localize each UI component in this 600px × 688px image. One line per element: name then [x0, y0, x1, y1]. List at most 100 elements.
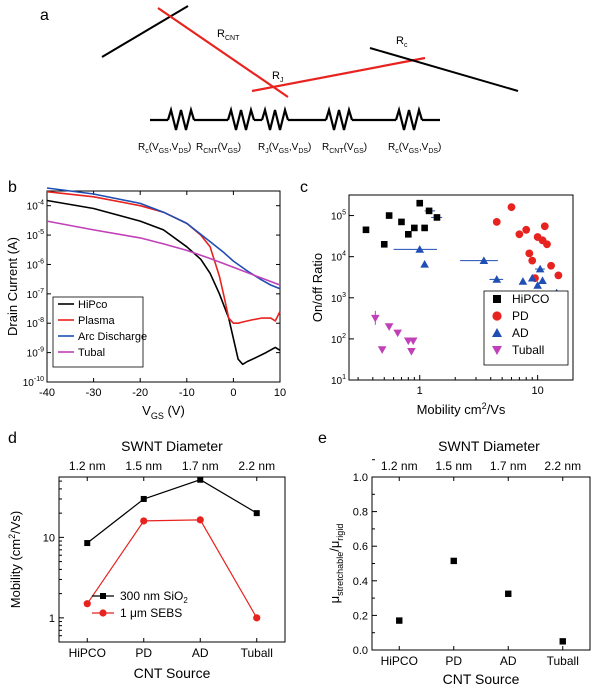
top-tick-label: 2.2 nm [544, 459, 581, 473]
legend-label: 1 μm SEBS [120, 606, 182, 620]
x-tick-label: 10 [274, 387, 286, 399]
series-line [86, 479, 258, 544]
point-pd [547, 261, 555, 270]
plot-frame [371, 476, 591, 651]
chart-title: SWNT Diameter [121, 438, 223, 454]
point-pd [554, 271, 563, 280]
chart-d-mobility: 1 10 HiPCO 1.2 nm PD 1.5 nm AD 1.7 nm Tuball 2.2 … [7, 438, 286, 681]
point-hipco [416, 199, 424, 207]
point-pd [528, 256, 537, 265]
point-pd [540, 222, 549, 231]
point [196, 516, 204, 524]
y-tick-label: 10-8 [27, 317, 44, 330]
point-pd [507, 203, 516, 212]
y-axis-title: On/off Ratio [310, 253, 325, 322]
y-tick-label: 0.0 [353, 645, 368, 657]
point [83, 600, 91, 608]
panel-letter-c: c [300, 179, 308, 196]
plot-frame [348, 194, 574, 381]
chart-e-mobility-ratio: 0.0 0.2 0.4 0.6 0.8 1.0 HiPCO 1.2 nm PD 1.5 nm AD 1… [327, 438, 591, 687]
point-ad [527, 273, 537, 282]
point-tuball [407, 347, 416, 356]
x-tick-label: PD [135, 646, 152, 660]
point-hipco [411, 224, 418, 232]
point-tuball [377, 346, 387, 354]
y-tick-label: 1 [49, 613, 55, 625]
chart-b-drain-current: -40 -30 -20 -10 0 10 10-4 10-5 10-6 10-7 10-8 10-9 1… [5, 187, 286, 421]
x-axis-title: VGS (V) [142, 403, 185, 421]
label-rcnt-right: RCNT(VGS) [322, 142, 367, 155]
legend-label: AD [512, 326, 529, 340]
legend-label: Arc Discharge [78, 331, 147, 343]
point-hipco [362, 226, 370, 234]
point [253, 510, 260, 517]
point-tuball [371, 314, 380, 323]
top-tick-label: 1.7 nm [490, 459, 527, 473]
label-rj-tube: RJ [272, 70, 283, 84]
x-tick-label: Tuball [241, 646, 273, 660]
point-hipco [398, 218, 405, 226]
label-rj: RJ(VGS,VDS) [258, 142, 311, 155]
label-rc-left: Rc(VGS,VDS) [138, 142, 191, 155]
y-tick-label: 10-9 [27, 347, 44, 360]
x-tick-label: AD [500, 654, 517, 668]
panel-letter-a: a [40, 7, 49, 24]
x-tick-label: 10 [532, 385, 544, 397]
y-axis-title: μstretchable/μrigid [327, 524, 345, 604]
legend-box [52, 296, 144, 368]
y-tick-label: 10-4 [27, 200, 44, 213]
point-ad [535, 264, 545, 273]
label-rcnt-left: RCNT(VGS) [196, 142, 241, 155]
y-tick-label: 10-5 [27, 229, 44, 242]
y-tick-label: 10-7 [27, 288, 44, 301]
point-pd [543, 240, 551, 249]
x-axis-title: CNT Source [443, 671, 520, 687]
y-tick-label: 101 [331, 374, 346, 387]
chart-title: SWNT Diameter [438, 438, 540, 454]
x-tick-label: -30 [86, 387, 102, 399]
y-tick-label: 105 [331, 210, 346, 223]
point-pd [522, 225, 531, 234]
point-tuball [393, 329, 402, 338]
legend-marker [492, 311, 502, 321]
legend-label: PD [512, 309, 529, 323]
point-hipco [385, 212, 393, 219]
series-line [86, 519, 258, 619]
legend-marker [492, 328, 502, 337]
point-ad [415, 245, 425, 253]
x-axis-title: CNT Source [134, 665, 211, 681]
chart-c-onoff-ratio: 1 10 101 102 103 104 105 HiPCO PD AD Tuball Mobilit… [310, 194, 574, 417]
x-tick-label: AD [192, 646, 209, 660]
legend-label: HiPCO [512, 292, 549, 306]
series-line-arc-discharge [46, 187, 281, 290]
plot-frame [58, 476, 286, 643]
legend-marker [493, 295, 501, 303]
point [396, 617, 403, 624]
top-tick-label: 1.2 nm [69, 459, 106, 473]
y-axis-title: Mobility (cm2/Vs) [7, 511, 23, 608]
legend-label: 300 nm SiO2 [120, 589, 188, 605]
y-tick-label: 0.6 [353, 541, 368, 553]
point-hipco [421, 224, 428, 232]
x-tick-label: 0 [230, 387, 236, 399]
panel-letter-e: e [318, 430, 327, 447]
point-pd [492, 218, 501, 226]
point-hipco [425, 207, 433, 215]
point [450, 557, 457, 565]
point [559, 638, 566, 645]
legend-label: HiPco [78, 299, 107, 311]
top-tick-label: 1.5 nm [435, 459, 472, 473]
y-tick-label: 0.8 [353, 507, 368, 519]
top-tick-label: 1.5 nm [125, 459, 162, 473]
y-tick-label: 10-10 [23, 376, 44, 389]
point-hipco [405, 230, 412, 238]
point-ad [538, 276, 547, 285]
series-line-tubal [46, 220, 281, 286]
y-tick-label: 0.4 [353, 576, 368, 588]
resistor-rcnt-right [324, 105, 354, 131]
x-tick-label: Tuball [547, 654, 579, 668]
cnt-tube-right [369, 47, 519, 92]
label-rc-tube: Rc [396, 35, 408, 49]
resistor-chain [150, 105, 440, 131]
